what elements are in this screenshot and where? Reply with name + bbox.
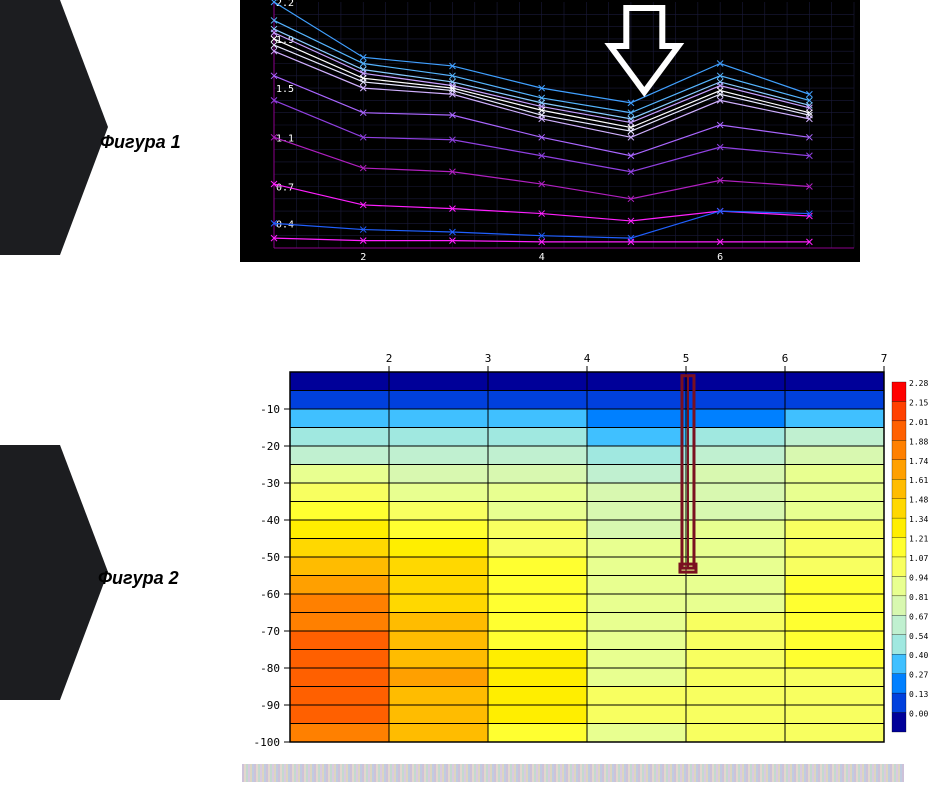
svg-text:1.07: 1.07 bbox=[909, 554, 928, 563]
svg-text:7: 7 bbox=[881, 352, 888, 365]
svg-text:-40: -40 bbox=[260, 514, 280, 527]
svg-text:1.88: 1.88 bbox=[909, 437, 928, 446]
svg-text:1.48: 1.48 bbox=[909, 496, 928, 505]
svg-text:-50: -50 bbox=[260, 551, 280, 564]
figure-2-label: Фигура 2 bbox=[98, 568, 179, 589]
svg-text:3: 3 bbox=[485, 352, 492, 365]
svg-text:-90: -90 bbox=[260, 699, 280, 712]
svg-text:6: 6 bbox=[782, 352, 789, 365]
figure-2-chart: 2 3 4 5 6 7 -10 -20 -30 -40 -50 -60 -70 -80 -90 -100 2.2… bbox=[242, 350, 940, 750]
svg-text:0.40: 0.40 bbox=[909, 651, 928, 660]
svg-text:2.01: 2.01 bbox=[909, 418, 928, 427]
svg-text:-60: -60 bbox=[260, 588, 280, 601]
svg-text:-80: -80 bbox=[260, 662, 280, 675]
svg-text:2.15: 2.15 bbox=[909, 398, 928, 407]
svg-text:0.67: 0.67 bbox=[909, 612, 928, 621]
svg-text:4: 4 bbox=[584, 352, 591, 365]
svg-text:1.5: 1.5 bbox=[276, 84, 294, 95]
chevron-figure-1 bbox=[0, 0, 110, 210]
svg-text:4: 4 bbox=[539, 252, 545, 262]
figure-1-chart: 0.40.71.11.51.92.2246 bbox=[240, 0, 860, 262]
svg-text:0.13: 0.13 bbox=[909, 690, 928, 699]
svg-text:-70: -70 bbox=[260, 625, 280, 638]
noise-strip bbox=[242, 764, 904, 782]
svg-text:0.94: 0.94 bbox=[909, 573, 928, 582]
svg-text:0.00: 0.00 bbox=[909, 710, 928, 719]
svg-text:2: 2 bbox=[386, 352, 393, 365]
svg-text:1.61: 1.61 bbox=[909, 476, 928, 485]
svg-text:0.54: 0.54 bbox=[909, 632, 928, 641]
svg-text:-10: -10 bbox=[260, 403, 280, 416]
svg-text:-100: -100 bbox=[254, 736, 281, 749]
svg-text:6: 6 bbox=[717, 252, 723, 262]
svg-text:0.81: 0.81 bbox=[909, 593, 928, 602]
svg-text:1.34: 1.34 bbox=[909, 515, 928, 524]
svg-text:-20: -20 bbox=[260, 440, 280, 453]
chevron-figure-2 bbox=[0, 445, 110, 655]
svg-text:2.28: 2.28 bbox=[909, 379, 928, 388]
svg-text:5: 5 bbox=[683, 352, 690, 365]
svg-text:1.21: 1.21 bbox=[909, 535, 928, 544]
figure-1-label: Фигура 1 bbox=[100, 132, 181, 153]
svg-text:2: 2 bbox=[360, 252, 366, 262]
svg-text:1.74: 1.74 bbox=[909, 457, 928, 466]
svg-text:0.27: 0.27 bbox=[909, 671, 928, 680]
svg-text:-30: -30 bbox=[260, 477, 280, 490]
